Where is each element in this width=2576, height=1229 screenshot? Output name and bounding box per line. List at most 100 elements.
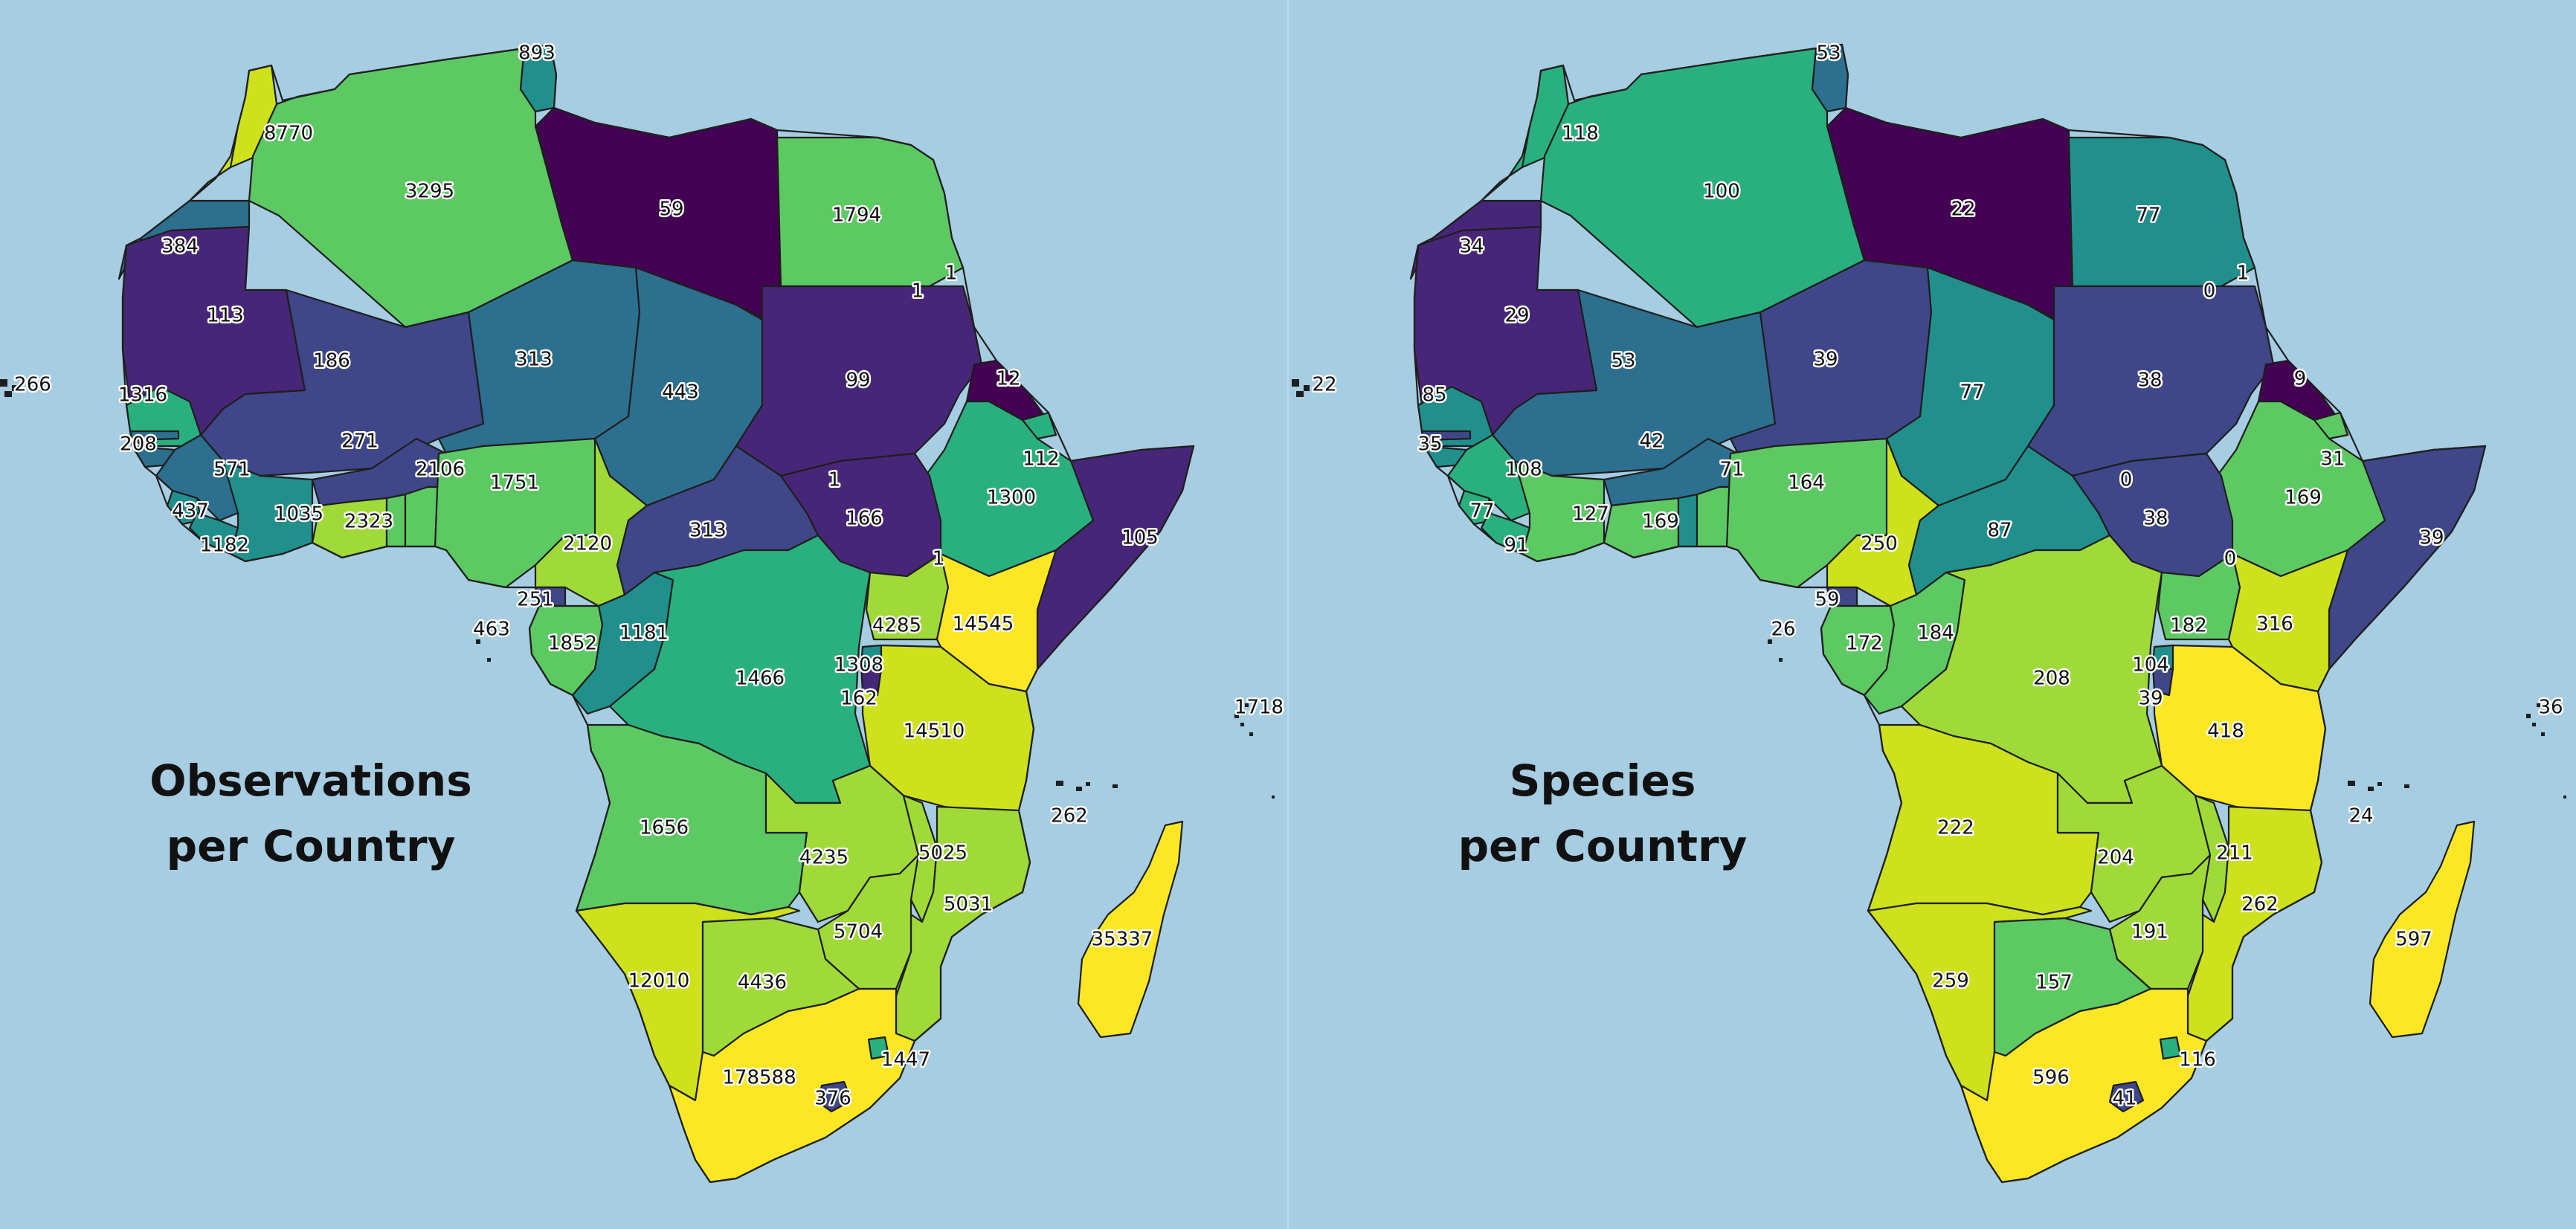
value-label-eritrea: 12 bbox=[996, 368, 1020, 390]
value-label-egypt--pt: 1 bbox=[945, 262, 958, 285]
value-label-niger: 39 bbox=[1813, 349, 1838, 371]
value-label-egypt: 1794 bbox=[832, 204, 881, 227]
value-label-kenya: 316 bbox=[2256, 613, 2293, 636]
value-label-ivory-coast: 1035 bbox=[274, 503, 323, 526]
value-label-eq-guinea: 59 bbox=[1815, 589, 1839, 611]
value-label-egypt--pt: 1 bbox=[2237, 262, 2250, 285]
country-swaziland bbox=[2159, 1036, 2182, 1060]
value-label-eq-guinea: 251 bbox=[517, 589, 554, 611]
value-label-uganda--pt: 1 bbox=[933, 548, 945, 570]
coastline bbox=[1413, 43, 2487, 1184]
country-madagascar bbox=[2369, 820, 2476, 1039]
island-marker bbox=[1768, 639, 1772, 644]
value-label-ethiopia: 169 bbox=[2284, 487, 2322, 509]
value-label-chad: 443 bbox=[662, 381, 699, 404]
island-marker bbox=[2532, 723, 2536, 726]
value-label-zambia: 204 bbox=[2097, 847, 2134, 869]
island-marker bbox=[1779, 658, 1783, 662]
map-title-line2: per Country bbox=[167, 821, 456, 871]
value-label-south-africa: 178588 bbox=[722, 1067, 796, 1089]
value-label-western-sahara: 384 bbox=[161, 236, 199, 258]
value-label-burundi: 162 bbox=[840, 688, 878, 710]
value-label-chad: 77 bbox=[1960, 381, 1984, 404]
value-label-south-sudan--pt: 1 bbox=[828, 469, 841, 491]
value-label-malawi: 5025 bbox=[918, 842, 967, 865]
value-label-tunisia: 893 bbox=[518, 42, 556, 65]
value-label-mozambique: 262 bbox=[2241, 894, 2279, 916]
island-marker bbox=[1056, 781, 1063, 786]
value-label-sao-tome: 463 bbox=[473, 619, 510, 641]
island-marker bbox=[2377, 782, 2382, 786]
value-label-gabon: 172 bbox=[1846, 633, 1883, 655]
value-label-lesotho: 41 bbox=[2112, 1088, 2137, 1110]
value-label-guinea-bissau: 77 bbox=[1469, 500, 1494, 523]
value-label-mali: 53 bbox=[1611, 350, 1635, 372]
value-label-drc: 1466 bbox=[735, 668, 785, 690]
value-label-libya: 59 bbox=[659, 199, 683, 221]
value-label-drc: 208 bbox=[2033, 668, 2070, 690]
island-marker bbox=[1240, 723, 1244, 726]
country-lesotho bbox=[2108, 1080, 2145, 1113]
island-marker bbox=[12, 385, 18, 391]
map-title-line1: Species bbox=[1510, 755, 1696, 806]
value-label-lesotho: 376 bbox=[814, 1088, 851, 1110]
country-guinea bbox=[155, 433, 247, 522]
value-label-ghana: 2323 bbox=[344, 511, 393, 533]
value-label-south-africa: 596 bbox=[2032, 1067, 2070, 1089]
map-title-line1: Observations bbox=[149, 755, 472, 806]
value-label-sudan--pt: 1 bbox=[912, 280, 924, 303]
value-label-egypt: 77 bbox=[2136, 204, 2160, 227]
value-label-algeria: 100 bbox=[1703, 181, 1740, 203]
value-label-uganda: 182 bbox=[2170, 615, 2207, 637]
island-marker bbox=[1272, 796, 1275, 799]
island-marker bbox=[2537, 703, 2540, 707]
value-label-djibouti: 31 bbox=[2320, 448, 2345, 471]
value-label-mali: 186 bbox=[313, 350, 350, 372]
value-label-burundi: 39 bbox=[2138, 688, 2163, 710]
island-marker bbox=[1112, 784, 1118, 788]
value-label-niger: 313 bbox=[515, 349, 553, 371]
value-label-burkina-faso: 271 bbox=[341, 430, 379, 453]
value-label-botswana: 157 bbox=[2035, 972, 2073, 994]
country-madagascar bbox=[1077, 820, 1184, 1039]
value-label-gabon: 1852 bbox=[548, 633, 597, 655]
value-label-burkina-faso: 42 bbox=[1639, 430, 1664, 453]
value-label-sierra-leone: 91 bbox=[1504, 535, 1528, 557]
value-label-tanzania: 418 bbox=[2207, 720, 2244, 743]
island-marker bbox=[1296, 391, 1304, 397]
value-label-car: 313 bbox=[689, 520, 727, 542]
island-marker bbox=[4, 391, 12, 397]
country-benin bbox=[404, 486, 440, 548]
value-label-togo: 2106 bbox=[416, 459, 465, 481]
value-label-somalia: 39 bbox=[2419, 527, 2444, 549]
value-label-algeria: 3295 bbox=[405, 181, 454, 203]
value-label-mozambique: 5031 bbox=[944, 894, 993, 916]
value-label-tanzania: 14510 bbox=[904, 720, 965, 743]
island-marker bbox=[1249, 732, 1253, 736]
value-label-senegal: 1316 bbox=[118, 384, 167, 407]
value-label-sierra-leone: 1182 bbox=[200, 535, 249, 557]
value-label-mauritania: 113 bbox=[207, 305, 244, 327]
value-label-sudan: 99 bbox=[846, 370, 870, 392]
value-label-nigeria: 1751 bbox=[490, 472, 539, 494]
value-label-ethiopia: 1300 bbox=[987, 487, 1036, 509]
value-label-madagascar: 597 bbox=[2395, 929, 2432, 951]
island-marker bbox=[2526, 714, 2531, 718]
value-label-malawi: 211 bbox=[2216, 842, 2253, 865]
value-label-south-sudan: 38 bbox=[2143, 508, 2168, 530]
country-benin bbox=[1696, 486, 1732, 548]
value-label-mauritania: 29 bbox=[1504, 305, 1529, 327]
island-marker bbox=[2368, 787, 2374, 791]
value-label-libya: 22 bbox=[1951, 199, 1975, 221]
value-label-sudan--pt: 0 bbox=[2203, 280, 2216, 303]
value-label-western-sahara: 34 bbox=[1459, 236, 1484, 258]
value-label-ivory-coast: 127 bbox=[1572, 503, 1609, 526]
value-label-swaziland: 116 bbox=[2179, 1049, 2216, 1071]
island-marker bbox=[1292, 379, 1299, 387]
value-label-car: 87 bbox=[1987, 520, 2012, 542]
value-label-namibia: 12010 bbox=[628, 970, 690, 993]
